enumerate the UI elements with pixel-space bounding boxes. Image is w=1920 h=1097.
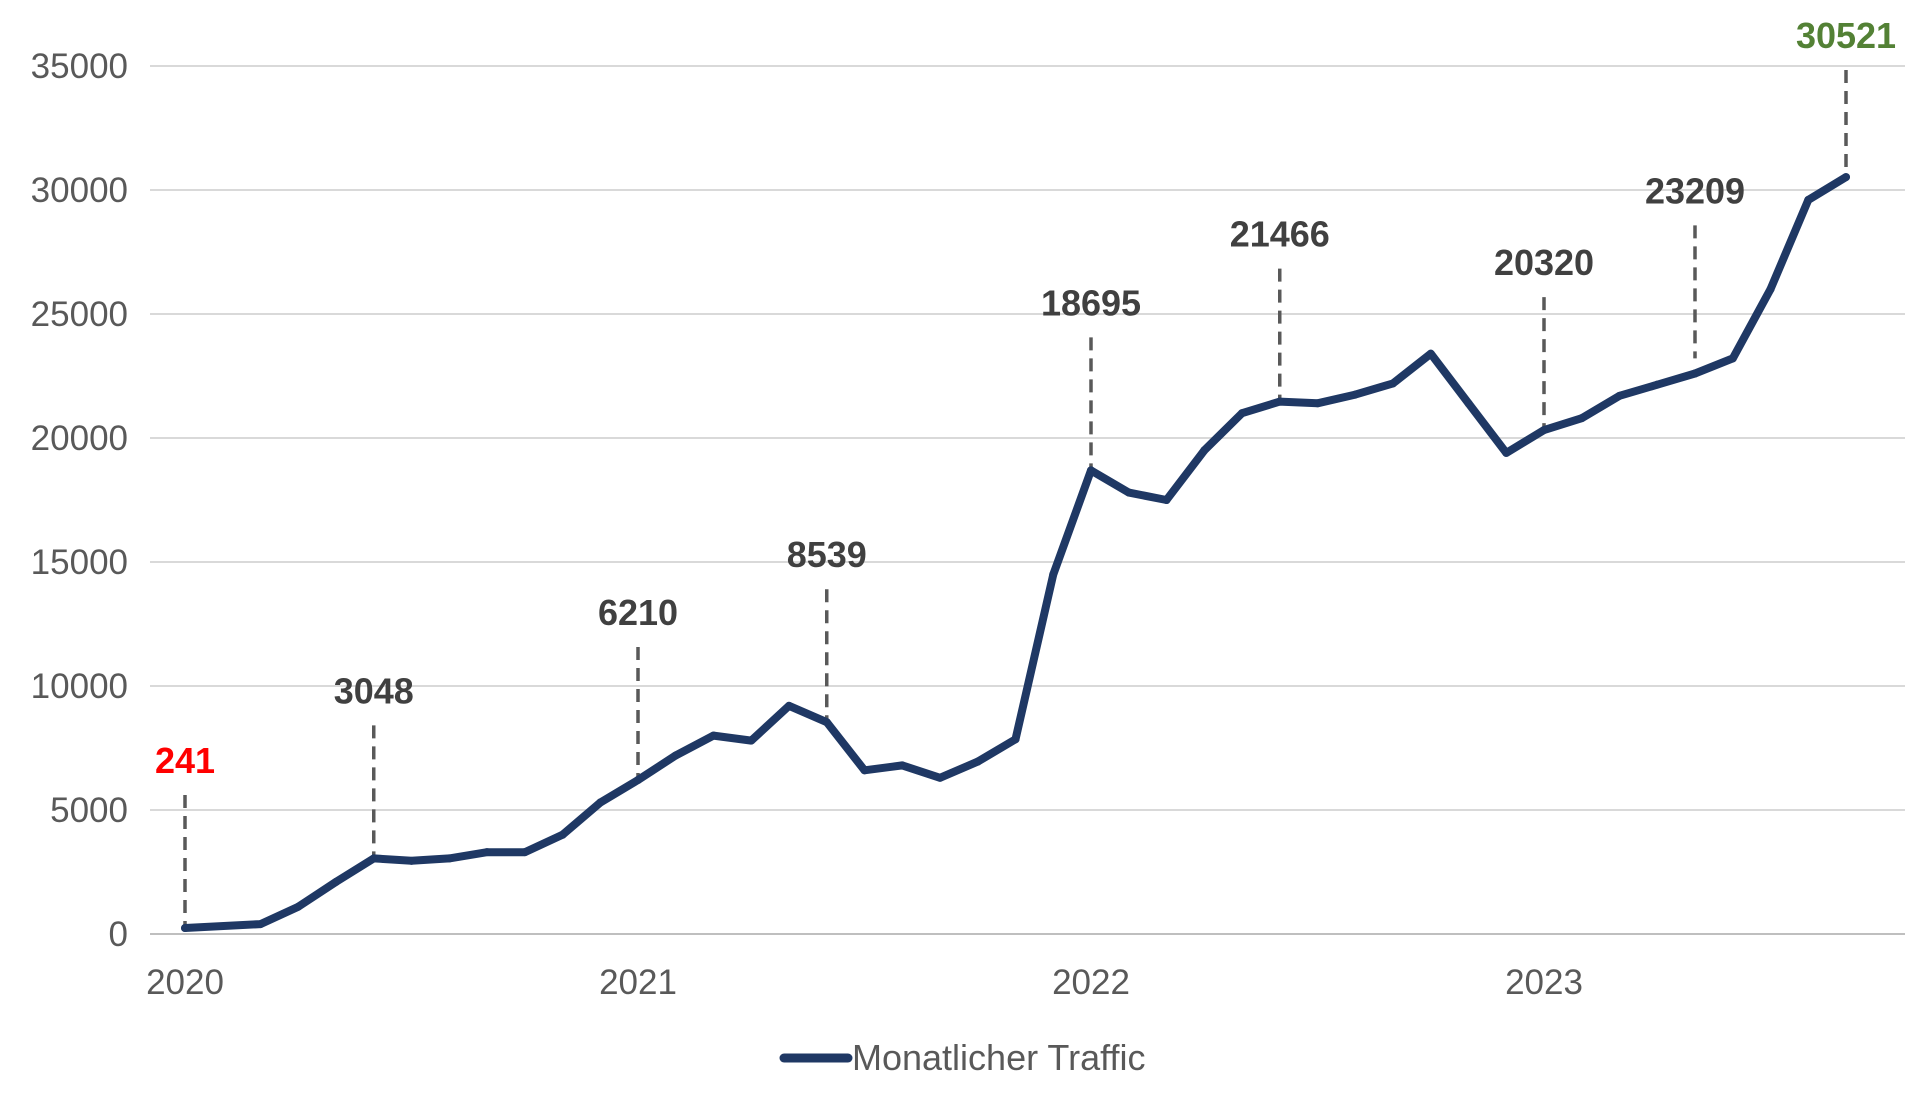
annotation-label: 18695 [1041,282,1141,323]
annotation-leaders [183,70,1848,929]
x-tick-label: 2020 [146,963,224,1002]
data-point [1238,409,1246,418]
y-axis: 0 5000 10000 15000 20000 25000 30000 35000 [31,47,128,954]
data-point [1049,570,1058,579]
annotation-label: 241 [155,740,215,781]
data-point [898,761,907,770]
data-point [747,736,756,745]
data-point [1766,285,1775,294]
annotation-label: 6210 [598,592,678,633]
annotation-labels: 241 3048 6210 8539 18695 21466 20320 23209 30521 [155,15,1896,781]
data-point [1728,354,1737,363]
data-point [1540,426,1548,435]
data-point [1426,349,1435,358]
annotation-label: 3048 [334,670,414,711]
data-point [558,830,567,839]
y-tick-label: 10000 [31,667,128,706]
data-point [973,757,982,766]
annotation-label: 8539 [787,534,867,575]
x-tick-label: 2022 [1052,963,1130,1002]
data-point [1351,390,1360,399]
data-point [1615,391,1624,400]
data-point [1389,379,1397,388]
x-tick-label: 2021 [599,963,677,1002]
data-point [1691,369,1699,378]
data-point [1087,466,1095,475]
gridlines [150,65,1905,935]
data-point [1162,496,1171,504]
annotation-label: 30521 [1796,15,1896,56]
data-point [596,798,605,807]
data-point [407,856,416,865]
data-point [1842,173,1850,182]
data-point [1200,446,1209,455]
series-line [181,173,1850,932]
data-point [709,731,718,740]
y-tick-label: 25000 [31,295,128,334]
data-point [822,718,831,727]
data-point [369,854,378,863]
series-layer [181,173,1850,933]
y-tick-label: 30000 [31,171,128,210]
legend-label: Monatlicher Traffic [852,1037,1145,1078]
data-point [256,920,265,929]
data-point [1577,414,1586,423]
y-tick-label: 35000 [31,47,128,86]
data-point [294,902,303,911]
data-point [1464,399,1473,408]
x-tick-label: 2023 [1505,963,1583,1002]
data-point [671,751,680,760]
data-point [936,773,944,782]
annotation-label: 21466 [1230,214,1330,255]
y-tick-label: 15000 [31,543,128,582]
data-point [785,701,793,710]
data-point [445,854,454,863]
y-tick-label: 0 [109,915,128,954]
data-point [181,924,189,933]
data-point [1124,488,1133,497]
annotation-label: 20320 [1494,242,1594,283]
y-tick-label: 20000 [31,419,128,458]
x-axis: 2020 2021 2022 2023 [146,963,1583,1002]
data-point [483,848,491,857]
y-tick-label: 5000 [50,791,128,830]
data-point [1313,399,1322,408]
data-point [1011,735,1020,744]
data-point [1502,448,1511,457]
data-point [1275,397,1284,406]
data-point [332,877,340,886]
data-point [1804,195,1813,204]
annotation-label: 23209 [1645,170,1745,211]
data-point [634,775,642,784]
data-point [520,848,529,857]
data-point [860,766,869,775]
legend: Monatlicher Traffic [779,1037,1145,1078]
data-point [1653,380,1662,389]
